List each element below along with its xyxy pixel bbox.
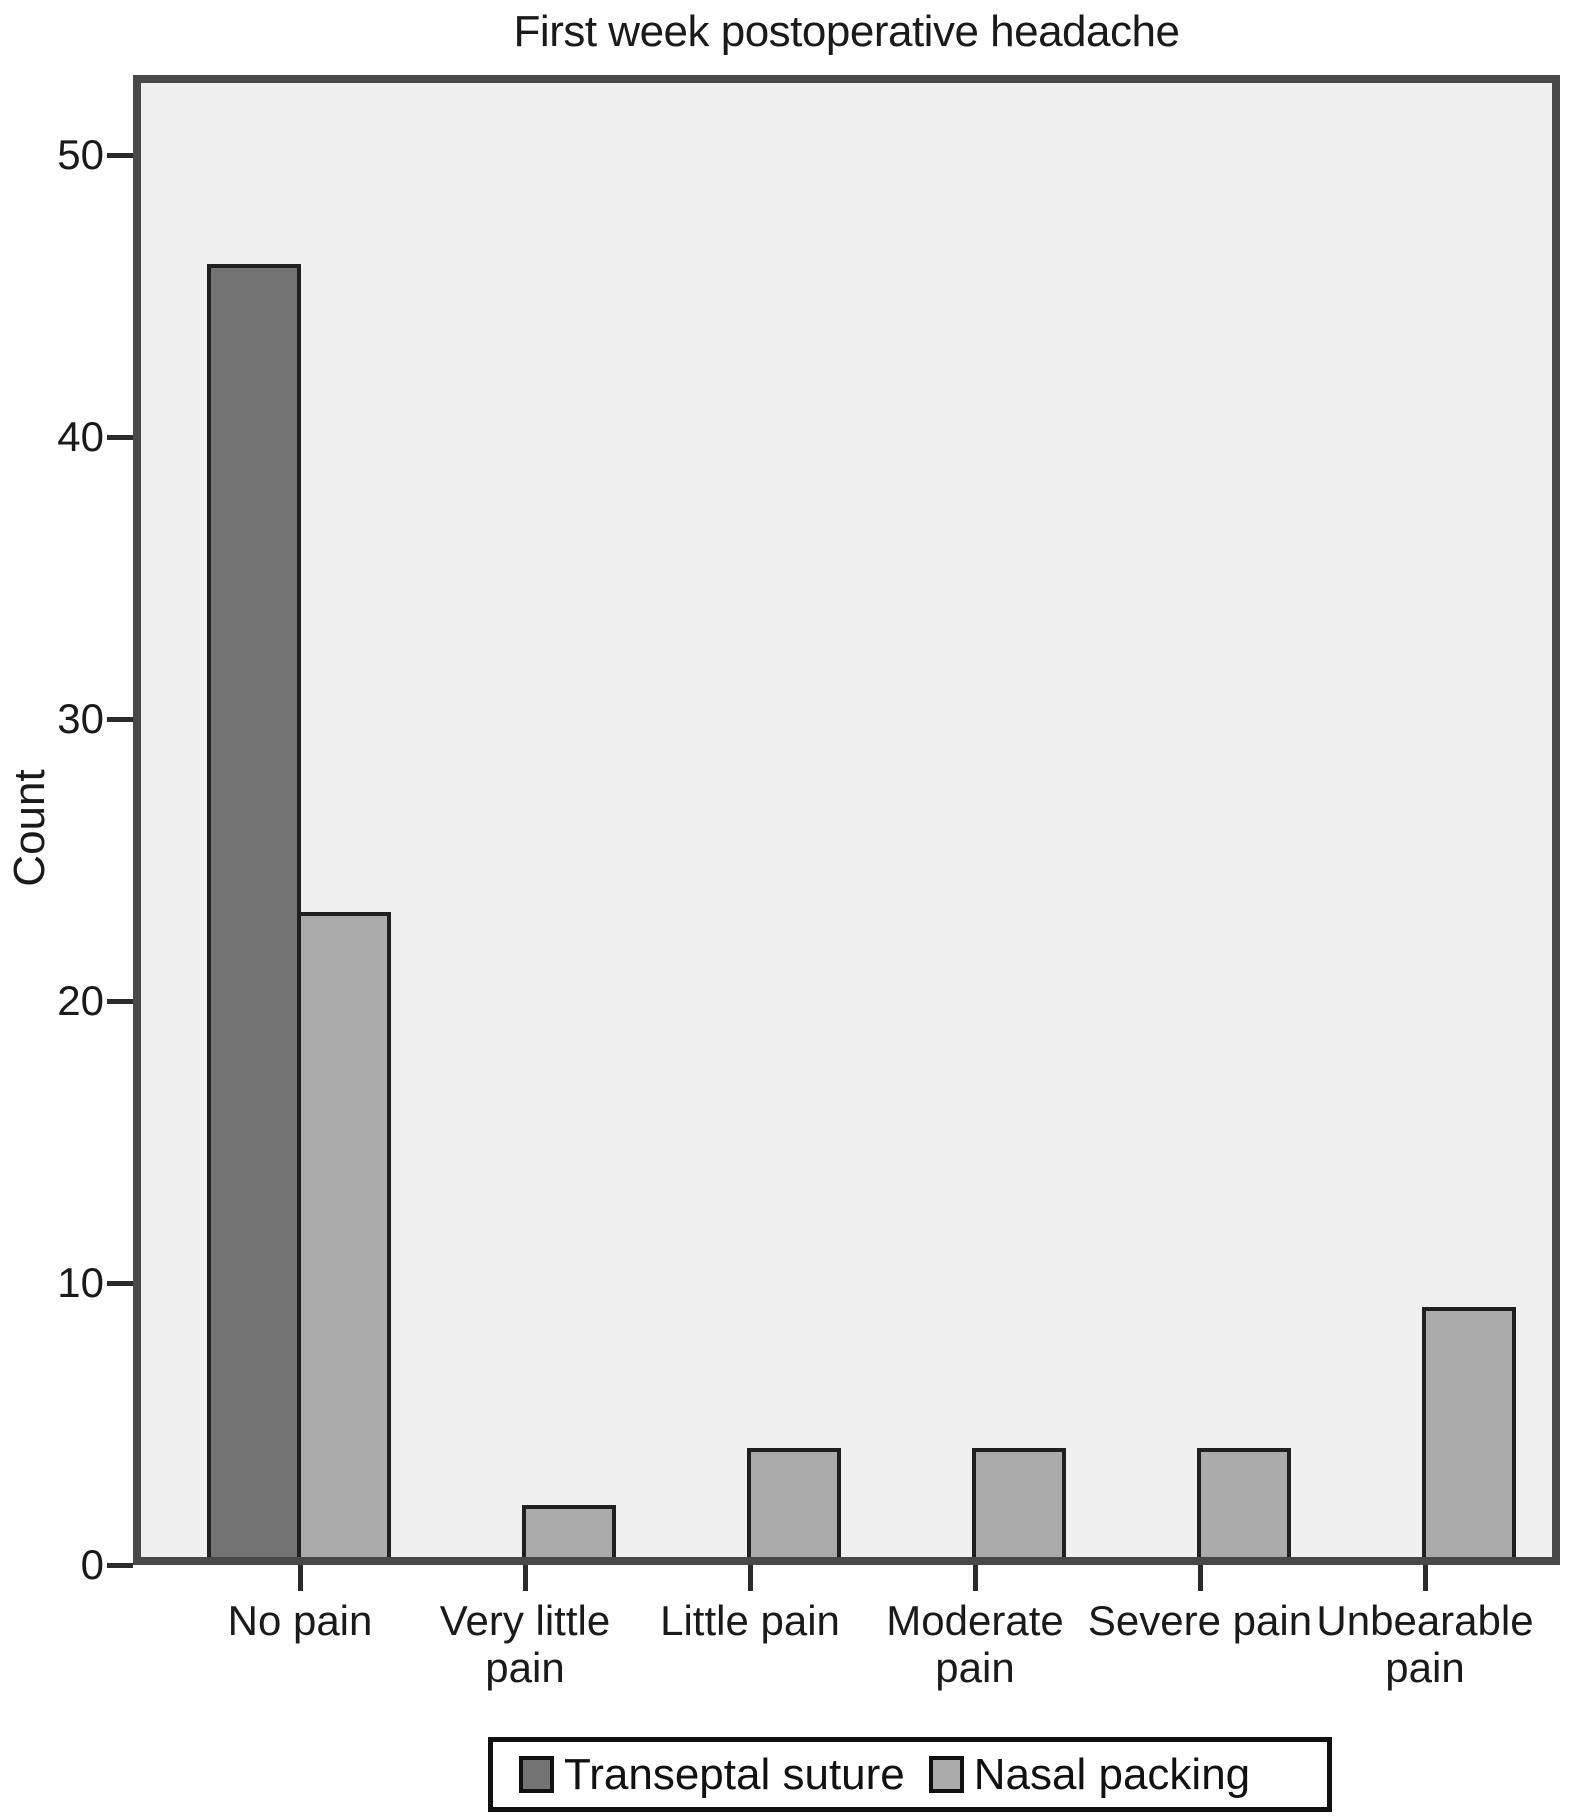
bar-nasal-packing [1197, 1448, 1291, 1561]
legend-swatch-dark-icon [519, 1756, 554, 1793]
legend-item-nasal-packing: Nasal packing [928, 1749, 1251, 1799]
plot-area-frame [133, 75, 1560, 1565]
category-label: Little pain [660, 1597, 840, 1644]
y-axis-tick-label: 40 [57, 413, 104, 460]
y-axis-tick-label: 0 [80, 1541, 104, 1588]
y-axis-label: Count [5, 769, 54, 887]
legend-label: Nasal packing [973, 1749, 1251, 1799]
bar-nasal-packing [1422, 1307, 1516, 1561]
y-axis-tick-label: 50 [57, 131, 104, 178]
category-label: No pain [227, 1597, 373, 1644]
category-label: Very little pain [439, 1597, 611, 1691]
category-label: Unbearable pain [1316, 1597, 1534, 1691]
x-axis-tick-mark [298, 1565, 303, 1591]
y-axis-tick-mark [107, 1563, 133, 1568]
y-axis-tick-label: 20 [57, 977, 104, 1024]
x-axis-tick-mark [973, 1565, 978, 1591]
bar-nasal-packing [297, 912, 391, 1561]
y-axis-tick-mark [107, 1281, 133, 1286]
x-axis-tick-mark [1423, 1565, 1428, 1591]
y-axis-tick-mark [107, 999, 133, 1004]
category-label: Moderate pain [886, 1597, 1064, 1691]
x-axis-tick-mark [748, 1565, 753, 1591]
bar-nasal-packing [747, 1448, 841, 1561]
y-axis-tick-label: 30 [57, 695, 104, 742]
bar-nasal-packing [972, 1448, 1066, 1561]
bar-nasal-packing [522, 1505, 616, 1561]
legend-label: Transeptal suture [564, 1749, 905, 1799]
legend-item-transeptal-suture: Transeptal suture [519, 1749, 905, 1799]
x-axis-tick-mark [1198, 1565, 1203, 1591]
x-axis-tick-mark [523, 1565, 528, 1591]
y-axis-tick-mark [107, 153, 133, 158]
y-axis-tick-label: 10 [57, 1259, 104, 1306]
legend-swatch-light-icon [928, 1756, 964, 1793]
y-axis-tick-mark [107, 717, 133, 722]
category-label: Severe pain [1087, 1597, 1313, 1644]
y-axis-tick-mark [107, 435, 133, 440]
chart-title: First week postoperative headache [513, 7, 1180, 56]
legend: Transeptal suture Nasal packing [488, 1737, 1332, 1812]
